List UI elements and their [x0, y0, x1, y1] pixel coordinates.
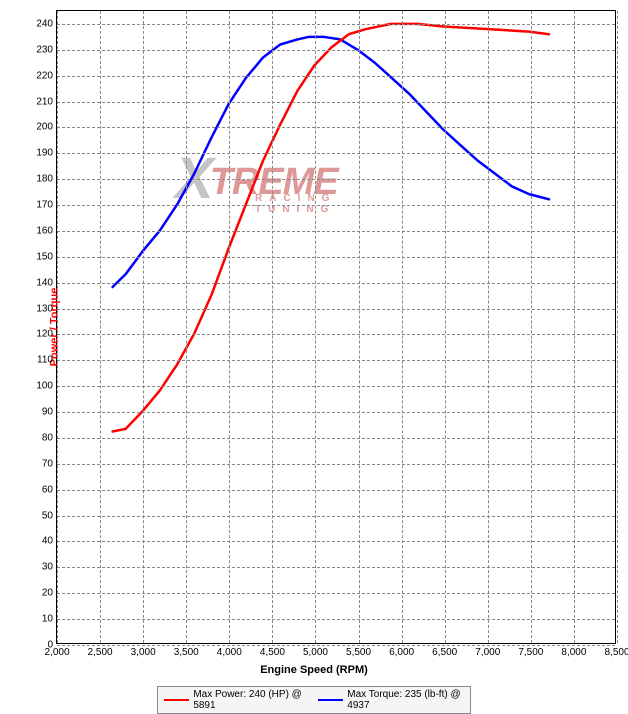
chart-plot-area: XTREME RACING TUNING Power / Torque 2,00… — [56, 10, 616, 644]
y-tick-label: 130 — [36, 303, 53, 314]
y-tick-label: 230 — [36, 44, 53, 55]
legend-label-power: Max Power: 240 (HP) @ 5891 — [193, 689, 306, 711]
gridline-v — [617, 11, 618, 643]
y-tick-label: 110 — [37, 355, 53, 366]
gridline-h — [57, 645, 615, 646]
x-tick-label: 7,000 — [475, 647, 500, 658]
y-tick-label: 10 — [42, 614, 53, 625]
y-tick-label: 190 — [36, 148, 53, 159]
y-tick-label: 240 — [36, 18, 53, 29]
x-tick-label: 8,000 — [561, 647, 586, 658]
x-tick-label: 3,000 — [131, 647, 156, 658]
x-tick-label: 5,500 — [346, 647, 371, 658]
y-tick-label: 200 — [36, 122, 53, 133]
y-tick-label: 210 — [36, 96, 53, 107]
y-tick-label: 180 — [36, 174, 53, 185]
x-tick-label: 4,500 — [260, 647, 285, 658]
legend-label-torque: Max Torque: 235 (lb-ft) @ 4937 — [347, 689, 464, 711]
y-tick-label: 170 — [36, 200, 53, 211]
x-tick-label: 6,000 — [389, 647, 414, 658]
legend-item-torque: Max Torque: 235 (lb-ft) @ 4937 — [318, 689, 464, 711]
y-tick-label: 160 — [36, 225, 53, 236]
y-tick-label: 70 — [42, 458, 53, 469]
y-tick-label: 90 — [42, 407, 53, 418]
series-power — [113, 24, 549, 432]
y-tick-label: 30 — [42, 562, 53, 573]
series-torque — [113, 37, 549, 287]
x-tick-label: 7,500 — [518, 647, 543, 658]
x-tick-label: 8,500 — [604, 647, 628, 658]
y-tick-label: 80 — [42, 432, 53, 443]
legend-swatch-power — [164, 699, 189, 701]
x-tick-label: 2,500 — [88, 647, 113, 658]
legend-item-power: Max Power: 240 (HP) @ 5891 — [164, 689, 306, 711]
y-tick-label: 40 — [42, 536, 53, 547]
y-tick-label: 50 — [42, 510, 53, 521]
x-tick-label: 3,500 — [174, 647, 199, 658]
x-axis-label: Engine Speed (RPM) — [260, 664, 368, 676]
y-tick-label: 140 — [36, 277, 53, 288]
y-tick-label: 20 — [42, 588, 53, 599]
y-tick-label: 60 — [42, 484, 53, 495]
x-tick-label: 4,000 — [217, 647, 242, 658]
y-tick-label: 220 — [36, 70, 53, 81]
y-tick-label: 120 — [36, 329, 53, 340]
x-tick-label: 5,000 — [303, 647, 328, 658]
chart-legend: Max Power: 240 (HP) @ 5891 Max Torque: 2… — [157, 686, 471, 714]
y-tick-label: 150 — [36, 251, 53, 262]
x-tick-label: 6,500 — [432, 647, 457, 658]
y-tick-label: 100 — [36, 381, 53, 392]
chart-curves — [57, 11, 615, 643]
legend-swatch-torque — [318, 699, 343, 701]
y-tick-label: 0 — [47, 640, 53, 651]
